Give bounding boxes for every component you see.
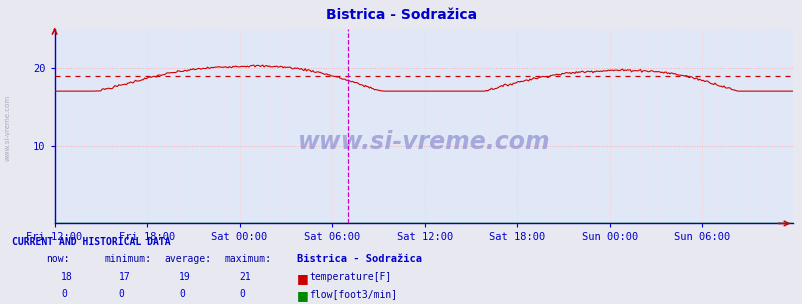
Text: Bistrica - Sodražica: Bistrica - Sodražica <box>326 8 476 22</box>
Text: 19: 19 <box>179 272 191 282</box>
Text: 18: 18 <box>61 272 73 282</box>
Text: Bistrica - Sodražica: Bistrica - Sodražica <box>297 254 422 264</box>
Text: minimum:: minimum: <box>104 254 152 264</box>
Text: maximum:: maximum: <box>225 254 272 264</box>
Text: flow[foot3/min]: flow[foot3/min] <box>309 289 397 299</box>
Text: now:: now: <box>47 254 70 264</box>
Text: temperature[F]: temperature[F] <box>309 272 391 282</box>
Text: ■: ■ <box>297 289 309 302</box>
Text: 0: 0 <box>179 289 184 299</box>
Text: 0: 0 <box>239 289 245 299</box>
Text: www.si-vreme.com: www.si-vreme.com <box>5 95 11 161</box>
Text: ■: ■ <box>297 272 309 285</box>
Text: 17: 17 <box>119 272 131 282</box>
Text: 0: 0 <box>119 289 124 299</box>
Text: 0: 0 <box>61 289 67 299</box>
Text: www.si-vreme.com: www.si-vreme.com <box>298 130 549 154</box>
Text: average:: average: <box>164 254 212 264</box>
Text: 21: 21 <box>239 272 251 282</box>
Text: CURRENT AND HISTORICAL DATA: CURRENT AND HISTORICAL DATA <box>12 237 171 247</box>
